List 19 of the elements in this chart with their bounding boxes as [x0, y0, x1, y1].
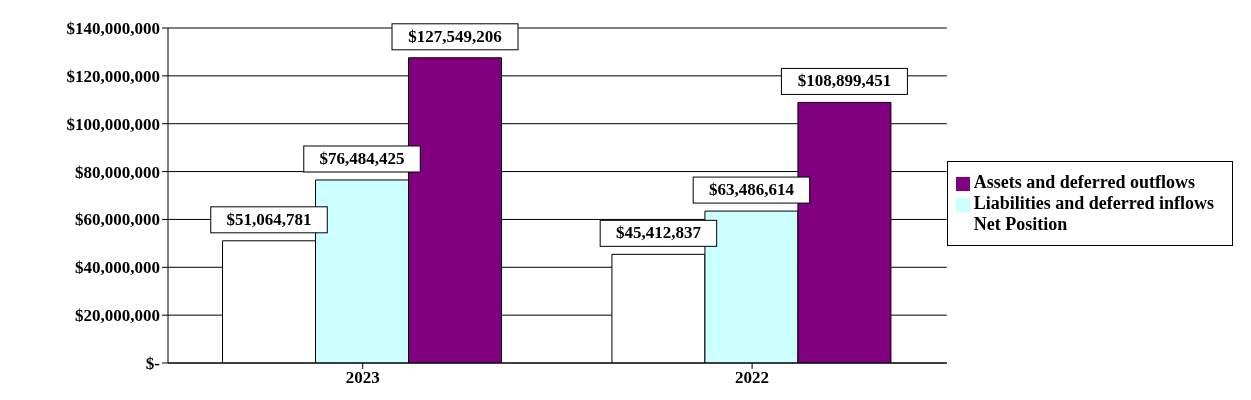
- y-tick-label: $120,000,000: [66, 66, 160, 86]
- data-label: $108,899,451: [797, 71, 892, 91]
- y-tick-label: $100,000,000: [66, 114, 160, 134]
- legend-label: Assets and deferred outflows: [973, 171, 1195, 192]
- data-label: $63,486,614: [708, 180, 795, 200]
- y-tick-label: $60,000,000: [75, 210, 160, 230]
- x-tick-label: 2023: [345, 368, 380, 388]
- data-label: $45,412,837: [615, 223, 702, 243]
- y-tick-label: $40,000,000: [75, 258, 160, 278]
- y-tick-label: $140,000,000: [66, 19, 160, 39]
- y-tick-label: $80,000,000: [75, 162, 160, 182]
- y-tick-label: $20,000,000: [75, 306, 160, 326]
- data-label: $76,484,425: [319, 148, 405, 168]
- x-tick-label: 2022: [735, 368, 770, 388]
- data-label: $51,064,781: [226, 209, 312, 229]
- legend-label: Liabilities and deferred inflows: [973, 192, 1214, 213]
- y-tick-label: $-: [145, 354, 161, 374]
- text: Net Position: [973, 213, 1068, 234]
- data-label: $127,549,206: [408, 26, 502, 46]
